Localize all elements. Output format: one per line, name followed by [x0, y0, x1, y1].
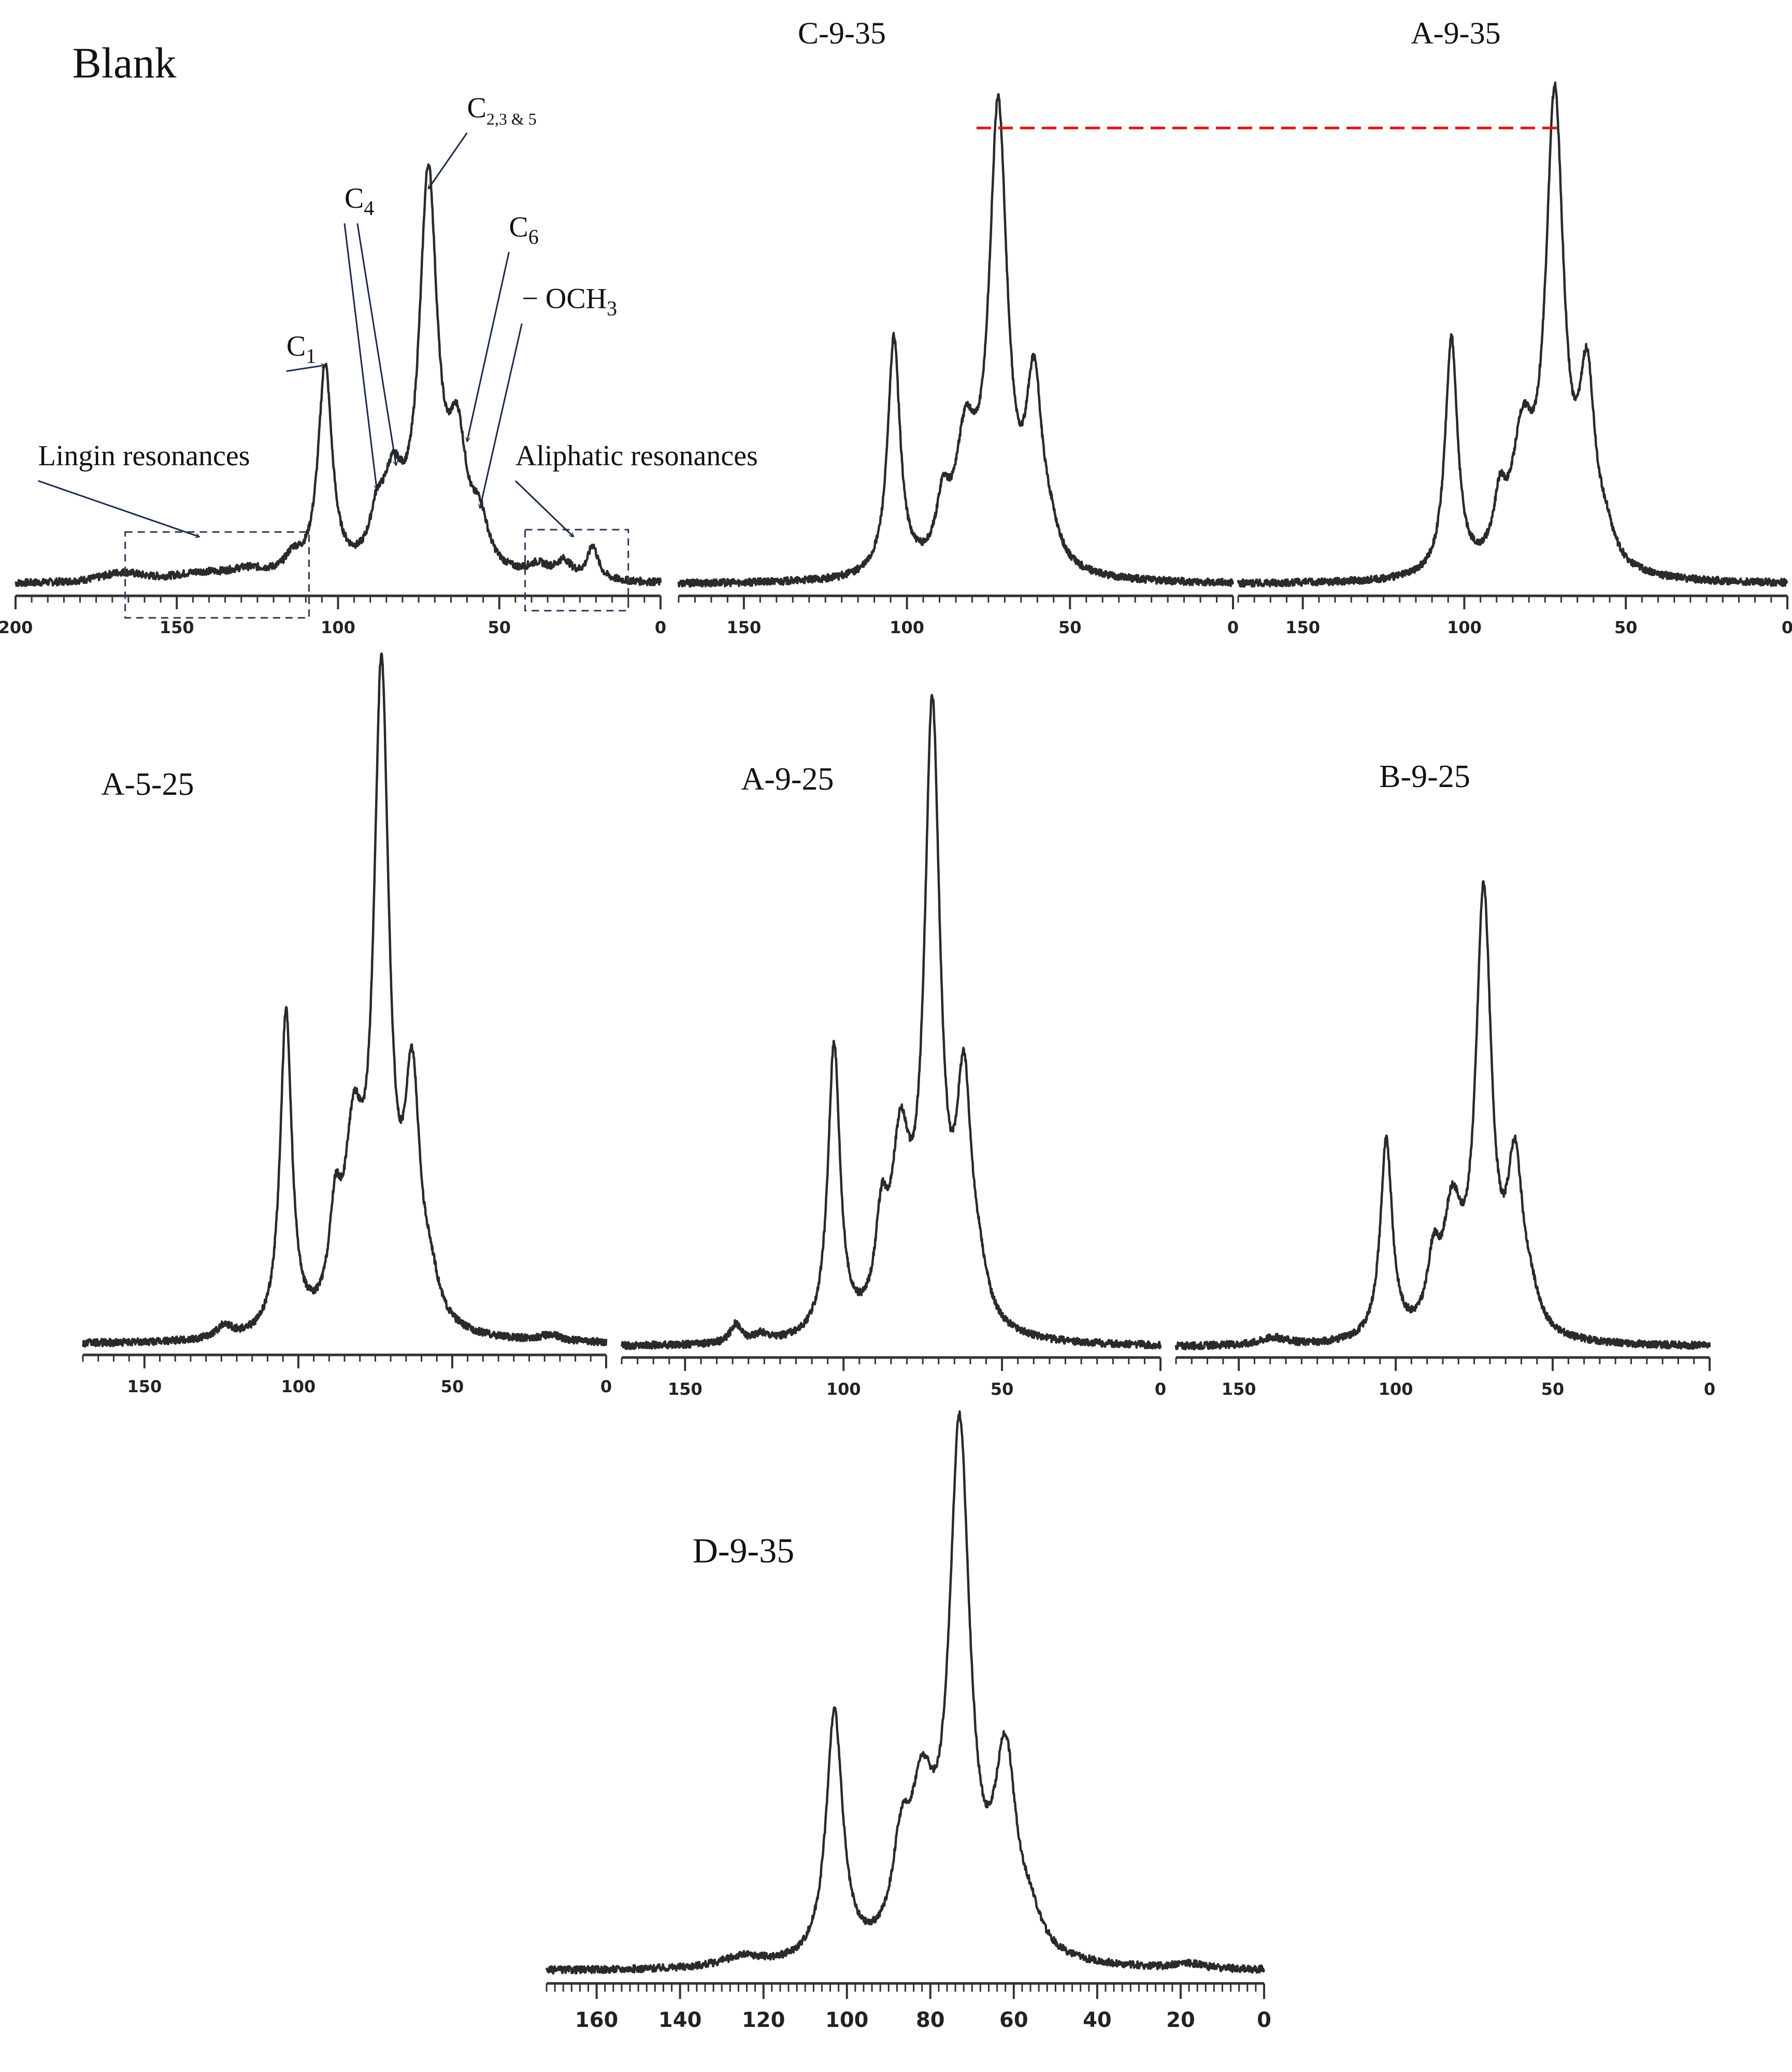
- tick-label: 150: [726, 618, 761, 637]
- tick-label: 150: [127, 1377, 162, 1396]
- panel-title: A-9-35: [1411, 16, 1500, 50]
- tick-label: 140: [658, 2008, 702, 2032]
- tick-label: 0: [1704, 1379, 1715, 1399]
- tick-label: 50: [1058, 618, 1082, 637]
- tick-label: 200: [0, 618, 33, 637]
- annotation-label: Lingin resonances: [38, 440, 250, 472]
- spectrum-trace: [620, 694, 1162, 1350]
- annotation-arrow: [514, 480, 574, 537]
- spectrum-panel-2: C-9-35 150 100 50 0: [677, 16, 1239, 637]
- tick-label: 150: [668, 1379, 703, 1399]
- annotation-subscript: 6: [528, 225, 539, 248]
- tick-label: 80: [916, 2008, 945, 2032]
- annotation-label: C1: [286, 330, 316, 367]
- spectrum-panel-5: A-9-25 150 100 50 0: [620, 694, 1166, 1399]
- panel-title: D-9-35: [693, 1531, 794, 1570]
- tick-label: 100: [321, 618, 355, 637]
- tick-label: 50: [488, 618, 511, 637]
- tick-label: 60: [999, 2008, 1028, 2032]
- region-box: [124, 531, 310, 619]
- tick-label: 50: [441, 1377, 464, 1396]
- spectrum-panel-3: A-9-35 150 100 50 0: [1237, 16, 1792, 637]
- spectrum-panel-4: A-5-25 150 100 50 0: [82, 652, 612, 1396]
- annotation-arrow: [38, 480, 199, 537]
- tick-label: 150: [1222, 1379, 1256, 1399]
- tick-label: 160: [575, 2008, 619, 2032]
- tick-label: 100: [825, 2008, 869, 2032]
- panel-title: Blank: [73, 39, 177, 87]
- annotation-arrow: [428, 132, 468, 189]
- tick-label: 20: [1166, 2008, 1195, 2032]
- spectrum-panel-1: Blank 200 150 100 50 0 C2,3 & 5 C4 C6 C1 − OCH3 Lin…: [0, 39, 758, 637]
- spectrum-trace: [15, 163, 662, 588]
- tick-label: 0: [1782, 618, 1792, 637]
- tick-label: 150: [1285, 618, 1320, 637]
- annotation-label: Aliphatic resonances: [515, 440, 758, 472]
- tick-label: 50: [1614, 618, 1638, 637]
- annotation-arrow: [480, 323, 523, 508]
- tick-label: 0: [1155, 1379, 1166, 1399]
- annotation-subscript: 3: [607, 296, 617, 320]
- tick-label: 100: [890, 618, 924, 637]
- tick-label: 0: [655, 618, 666, 637]
- region-box: [524, 528, 629, 612]
- panel-title: A-5-25: [101, 767, 194, 802]
- tick-label: 100: [281, 1377, 316, 1396]
- tick-label: 100: [1379, 1379, 1413, 1399]
- annotation-label: − OCH3: [522, 282, 617, 320]
- annotation-arrow: [343, 223, 377, 489]
- panel-title: C-9-35: [798, 16, 886, 50]
- tick-label: 0: [1227, 618, 1239, 637]
- spectrum-trace: [82, 652, 608, 1348]
- spectrum-trace: [1174, 880, 1711, 1351]
- tick-label: 0: [600, 1377, 612, 1396]
- panel-title: B-9-25: [1379, 759, 1470, 794]
- annotation-arrow: [356, 223, 396, 465]
- tick-label: 120: [742, 2008, 785, 2032]
- annotation-label: C4: [345, 182, 374, 220]
- annotation-label: C6: [509, 211, 538, 248]
- tick-label: 50: [991, 1379, 1014, 1399]
- spectrum-panel-7: D-9-35 160 140 120 100 80 60 40 20 0: [545, 1410, 1271, 2032]
- annotation-arrow: [286, 365, 325, 372]
- spectrum-panel-6: B-9-25 150 100 50 0: [1174, 759, 1715, 1399]
- annotation-label: C2,3 & 5: [467, 92, 537, 128]
- annotation-subscript: 4: [364, 196, 374, 220]
- tick-label: 50: [1541, 1379, 1565, 1399]
- tick-label: 40: [1083, 2008, 1112, 2032]
- annotation-subscript: 2,3 & 5: [486, 109, 537, 128]
- tick-label: 100: [1447, 618, 1482, 637]
- spectrum-trace: [545, 1410, 1266, 1975]
- tick-label: 150: [160, 618, 194, 637]
- spectrum-trace: [1237, 81, 1788, 588]
- annotation-subscript: 1: [306, 344, 316, 367]
- panel-title: A-9-25: [741, 762, 834, 797]
- tick-label: 0: [1257, 2008, 1271, 2032]
- annotation-arrow: [467, 252, 510, 441]
- tick-label: 100: [826, 1379, 861, 1399]
- spectrum-trace: [677, 93, 1235, 588]
